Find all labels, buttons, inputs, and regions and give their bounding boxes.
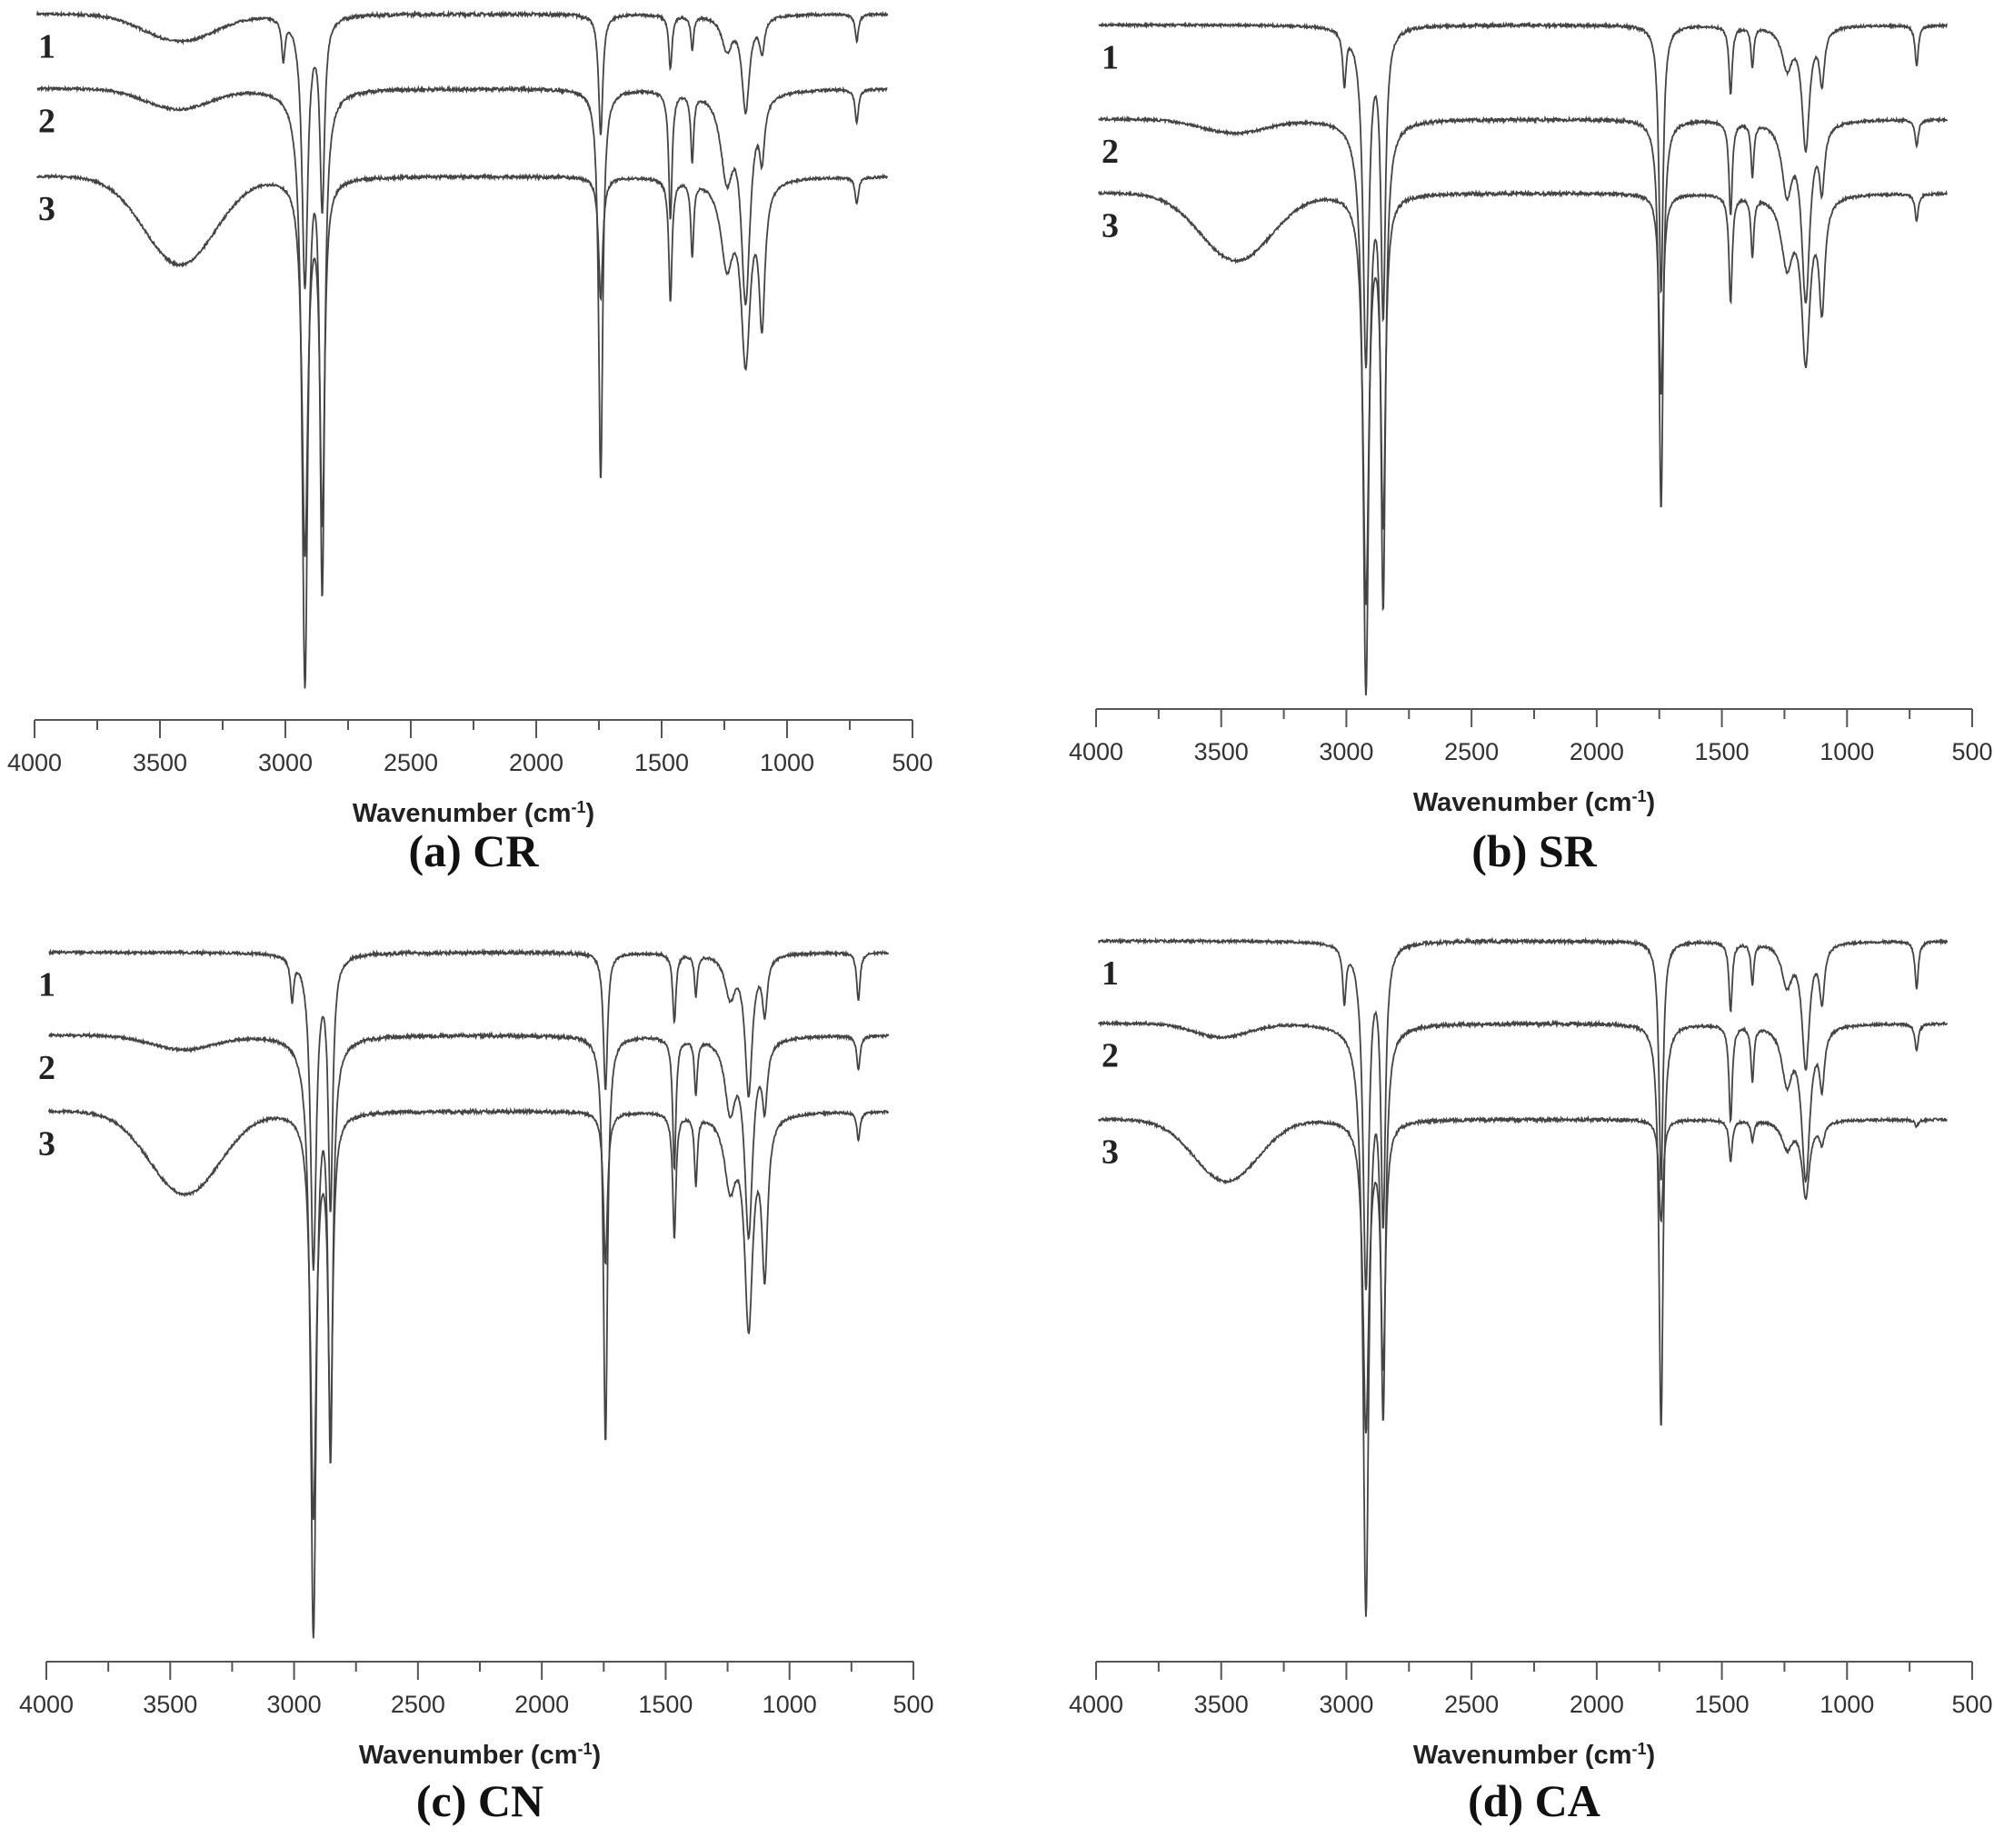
spectrum-line-1 <box>1097 936 1949 1291</box>
trace-label-3: 3 <box>1102 1133 1119 1171</box>
x-tick-label: 1500 <box>638 1691 693 1718</box>
trace-label-2: 2 <box>1102 133 1119 171</box>
x-tick-label: 1500 <box>634 749 689 776</box>
x-tick-label: 3000 <box>267 1691 322 1718</box>
x-tick-label: 4000 <box>1069 738 1123 765</box>
x-tick-label: 500 <box>892 1691 933 1718</box>
panel-c: 1 2 3 4000 3500 3000 2500 2000 1500 1000 500 Wavenu… <box>19 947 934 1826</box>
x-tick-label: 500 <box>1951 738 1992 765</box>
x-tick-label: 1000 <box>763 1691 817 1718</box>
panel-title: (c) CN <box>416 1775 543 1826</box>
x-tick-label: 500 <box>892 749 932 776</box>
trace-label-2: 2 <box>38 102 55 140</box>
x-tick-label: 1500 <box>1695 1691 1750 1718</box>
x-tick-label: 1000 <box>1820 738 1874 765</box>
spectrum-line-2 <box>48 1031 890 1639</box>
spectrum-line-2 <box>1098 115 1949 696</box>
panel-d: 1 2 3 4000 3500 3000 2500 2000 1500 1000 500 Wavenu… <box>1069 936 1993 1826</box>
trace-label-1: 1 <box>1102 954 1119 993</box>
x-tick-label: 2500 <box>384 749 438 776</box>
x-tick-label: 2000 <box>509 749 563 776</box>
spectrum-line-3 <box>47 1106 890 1521</box>
x-tick-label: 4000 <box>7 749 62 776</box>
trace-label-3: 3 <box>1102 206 1119 245</box>
panel-title: (d) CA <box>1468 1775 1600 1826</box>
x-tick-label: 1500 <box>1695 738 1750 765</box>
trace-label-3: 3 <box>38 1124 55 1163</box>
x-tick-label: 2500 <box>391 1691 445 1718</box>
spectrum-line-2 <box>1097 1019 1949 1617</box>
x-tick-label: 500 <box>1951 1691 1992 1718</box>
x-tick-label: 2500 <box>1444 738 1499 765</box>
trace-label-2: 2 <box>38 1049 55 1087</box>
trace-label-3: 3 <box>38 190 55 228</box>
x-tick-label: 3000 <box>1319 738 1373 765</box>
spectrum-line-2 <box>36 84 888 689</box>
spectrum-line-1 <box>35 9 889 290</box>
trace-label-1: 1 <box>1102 38 1119 76</box>
x-tick-label: 2000 <box>514 1691 569 1718</box>
x-tick-label: 3500 <box>143 1691 197 1718</box>
spectrum-line-1 <box>1098 21 1948 369</box>
panel-title: (a) CR <box>408 825 539 876</box>
x-tick-label: 3000 <box>258 749 313 776</box>
panel-b: 1 2 3 4000 3500 3000 2500 2000 1500 1000 500 Wavenu… <box>1069 21 1993 876</box>
x-tick-label: 1000 <box>1820 1691 1874 1718</box>
trace-label-1: 1 <box>38 27 55 65</box>
x-axis-label: Wavenumber (cm-1) <box>1413 787 1655 817</box>
x-axis-label: Wavenumber (cm-1) <box>353 798 594 828</box>
x-tick-label: 3000 <box>1319 1691 1373 1718</box>
spectrum-line-3 <box>35 172 889 557</box>
x-tick-label: 4000 <box>19 1691 74 1718</box>
x-tick-label: 2000 <box>1570 1691 1624 1718</box>
x-tick-label: 3500 <box>1194 1691 1249 1718</box>
panel-title: (b) SR <box>1471 825 1597 876</box>
x-tick-label: 3500 <box>133 749 187 776</box>
trace-label-1: 1 <box>38 966 55 1004</box>
x-axis-label: Wavenumber (cm-1) <box>359 1740 601 1770</box>
panel-a: 1 2 3 4000 3500 3000 2500 2000 1500 1000 500 Wavenu… <box>7 9 933 876</box>
x-tick-label: 4000 <box>1069 1691 1123 1718</box>
spectrum-line-3 <box>1097 189 1948 605</box>
x-tick-label: 1000 <box>760 749 814 776</box>
x-tick-label: 2000 <box>1570 738 1624 765</box>
spectrum-line-1 <box>48 947 890 1271</box>
trace-label-2: 2 <box>1102 1037 1119 1075</box>
x-axis-label: Wavenumber (cm-1) <box>1413 1740 1655 1770</box>
spectrum-line-3 <box>1097 1114 1948 1433</box>
x-tick-label: 3500 <box>1194 738 1249 765</box>
x-tick-label: 2500 <box>1444 1691 1499 1718</box>
